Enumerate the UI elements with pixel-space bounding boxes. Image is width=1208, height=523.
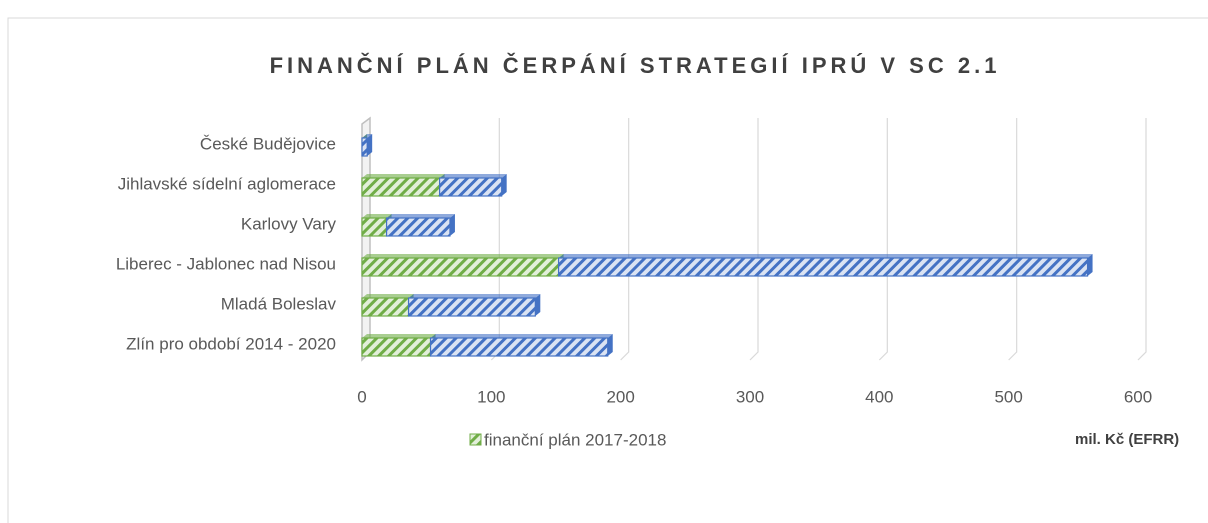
y-tick-label: České Budějovice xyxy=(200,134,336,153)
y-tick-label: Jihlavské sídelní aglomerace xyxy=(118,174,336,193)
bar xyxy=(361,174,445,197)
x-tick-label: 100 xyxy=(477,387,505,406)
y-tick-label: Karlovy Vary xyxy=(241,214,337,233)
legend-label: finanční plán 2017-2018 xyxy=(484,430,666,449)
grid-line xyxy=(749,118,759,361)
x-tick-label: 600 xyxy=(1124,387,1152,406)
grid-line xyxy=(620,118,630,361)
bar xyxy=(407,294,541,317)
x-tick-label: 300 xyxy=(736,387,764,406)
y-tick-label: Mladá Boleslav xyxy=(221,294,337,313)
legend-swatch xyxy=(469,433,482,446)
grid-line xyxy=(878,118,888,361)
x-axis-label: mil. Kč (EFRR) xyxy=(1075,431,1179,448)
y-tick-label: Zlín pro období 2014 - 2020 xyxy=(126,334,336,353)
y-tick-label: Liberec - Jablonec nad Nisou xyxy=(116,254,336,273)
grid-line xyxy=(1008,118,1018,361)
grid-line xyxy=(1137,118,1147,361)
bar xyxy=(361,294,414,317)
bar xyxy=(361,134,373,157)
x-tick-label: 200 xyxy=(606,387,634,406)
bar xyxy=(429,334,613,357)
x-tick-label: 500 xyxy=(994,387,1022,406)
bar xyxy=(385,214,455,237)
bar xyxy=(439,174,507,197)
bar xyxy=(557,254,1093,277)
bar xyxy=(361,254,564,277)
x-tick-label: 0 xyxy=(357,387,366,406)
chart-title: FINANČNÍ PLÁN ČERPÁNÍ STRATEGIÍ IPRÚ V S… xyxy=(270,53,1001,78)
x-tick-label: 400 xyxy=(865,387,893,406)
bar xyxy=(361,334,436,357)
